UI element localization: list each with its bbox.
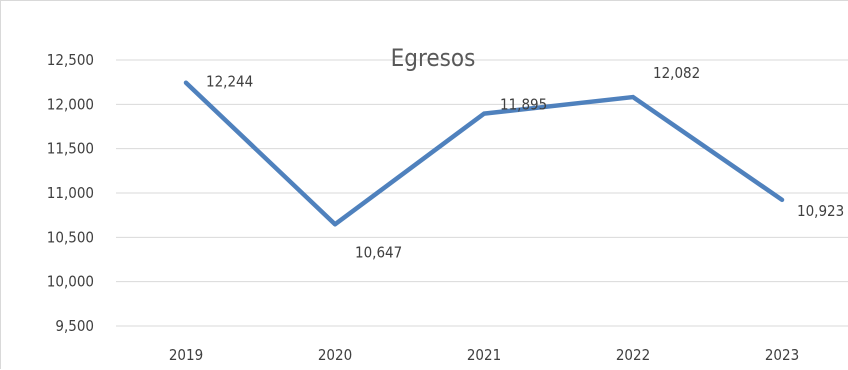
y-tick-label: 10,000 xyxy=(47,273,94,291)
y-tick-label: 10,500 xyxy=(47,228,94,246)
x-tick-label: 2020 xyxy=(318,346,352,364)
chart-title: Egresos xyxy=(391,44,476,72)
y-tick-label: 11,500 xyxy=(47,140,94,158)
data-label: 10,923 xyxy=(797,202,844,220)
data-label: 12,082 xyxy=(653,64,700,82)
y-tick-label: 11,000 xyxy=(47,184,94,202)
data-labels: 12,244 10,647 11,895 12,082 10,923 xyxy=(206,64,844,261)
y-tick-label: 12,000 xyxy=(47,95,94,113)
x-axis-tick-labels: 2019 2020 2021 2022 2023 xyxy=(169,346,799,364)
gridlines xyxy=(116,60,848,326)
data-label: 11,895 xyxy=(500,96,547,114)
x-tick-label: 2019 xyxy=(169,346,203,364)
data-label: 10,647 xyxy=(355,243,402,261)
x-tick-label: 2021 xyxy=(467,346,501,364)
y-axis-tick-labels: 9,500 10,000 10,500 11,000 11,500 12,000 12,50… xyxy=(47,51,94,335)
x-tick-label: 2023 xyxy=(765,346,799,364)
y-tick-label: 12,500 xyxy=(47,51,94,69)
data-label: 12,244 xyxy=(206,73,253,91)
x-tick-label: 2022 xyxy=(616,346,650,364)
y-tick-label: 9,500 xyxy=(55,317,94,335)
